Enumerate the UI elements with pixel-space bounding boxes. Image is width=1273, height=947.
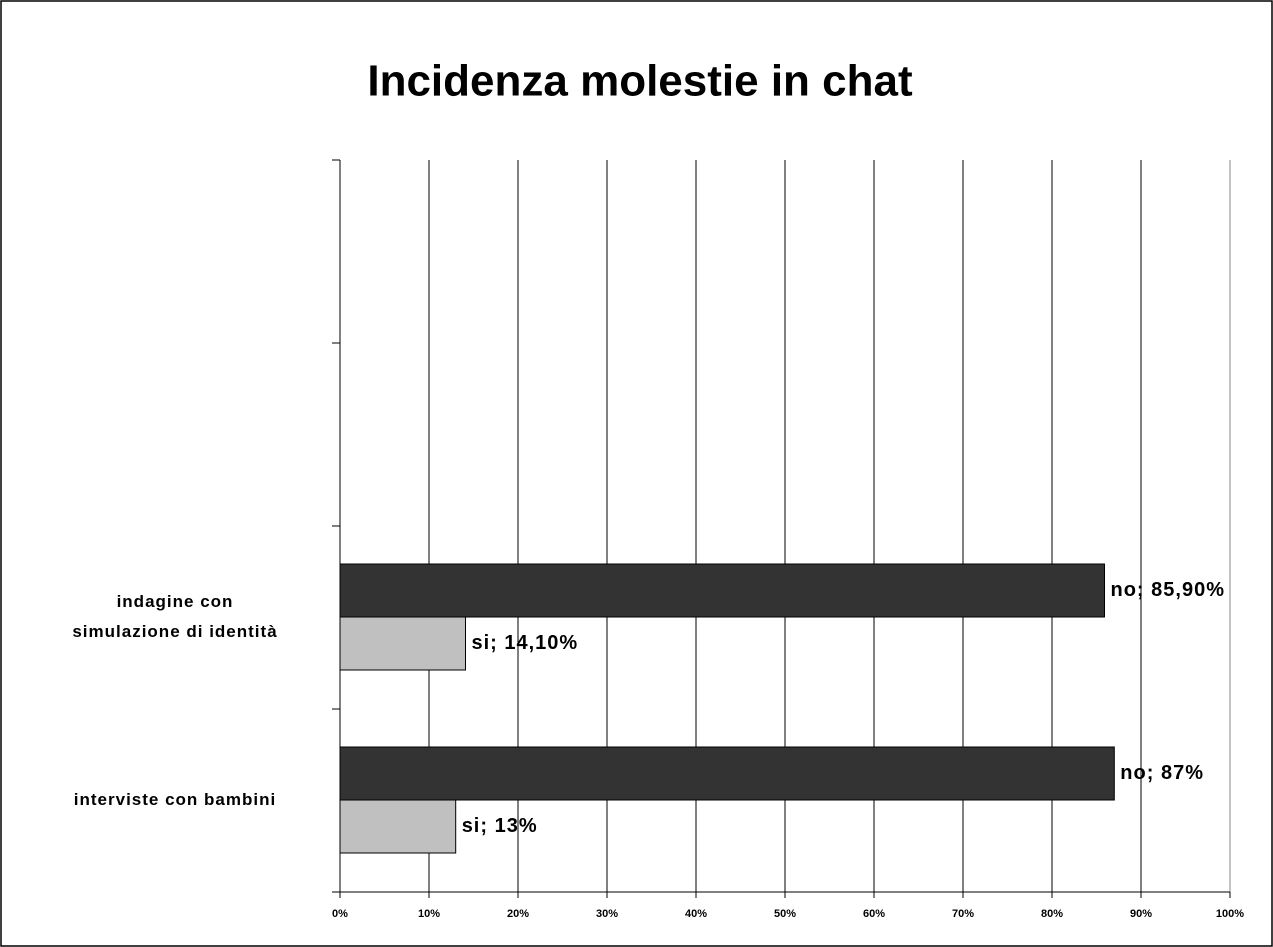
value-label: no; 87% xyxy=(1120,762,1204,784)
bar xyxy=(339,563,1106,618)
y-tick-label: interviste con bambini xyxy=(73,790,277,809)
x-tick-label: 80% xyxy=(1041,908,1063,920)
x-tick-label: 40% xyxy=(685,908,707,920)
x-tick-label: 50% xyxy=(774,908,796,920)
value-label: no; 85,90% xyxy=(1111,579,1225,601)
chart-title: Incidenza molestie in chat xyxy=(367,57,913,106)
x-tick-label: 30% xyxy=(596,908,618,920)
bar xyxy=(339,616,466,671)
x-tick-label: 0% xyxy=(332,908,348,920)
x-tick-label: 20% xyxy=(507,908,529,920)
y-tick-label: indagine con simulazione di identità xyxy=(72,592,278,641)
x-tick-label: 10% xyxy=(418,908,440,920)
x-tick-label: 70% xyxy=(952,908,974,920)
bar xyxy=(339,746,1115,801)
x-tick-label: 90% xyxy=(1130,908,1152,920)
value-label: si; 14,10% xyxy=(471,632,578,654)
x-tick-label: 100% xyxy=(1216,908,1244,920)
bar xyxy=(339,799,457,854)
x-tick-label: 60% xyxy=(863,908,885,920)
value-label: si; 13% xyxy=(462,815,538,837)
